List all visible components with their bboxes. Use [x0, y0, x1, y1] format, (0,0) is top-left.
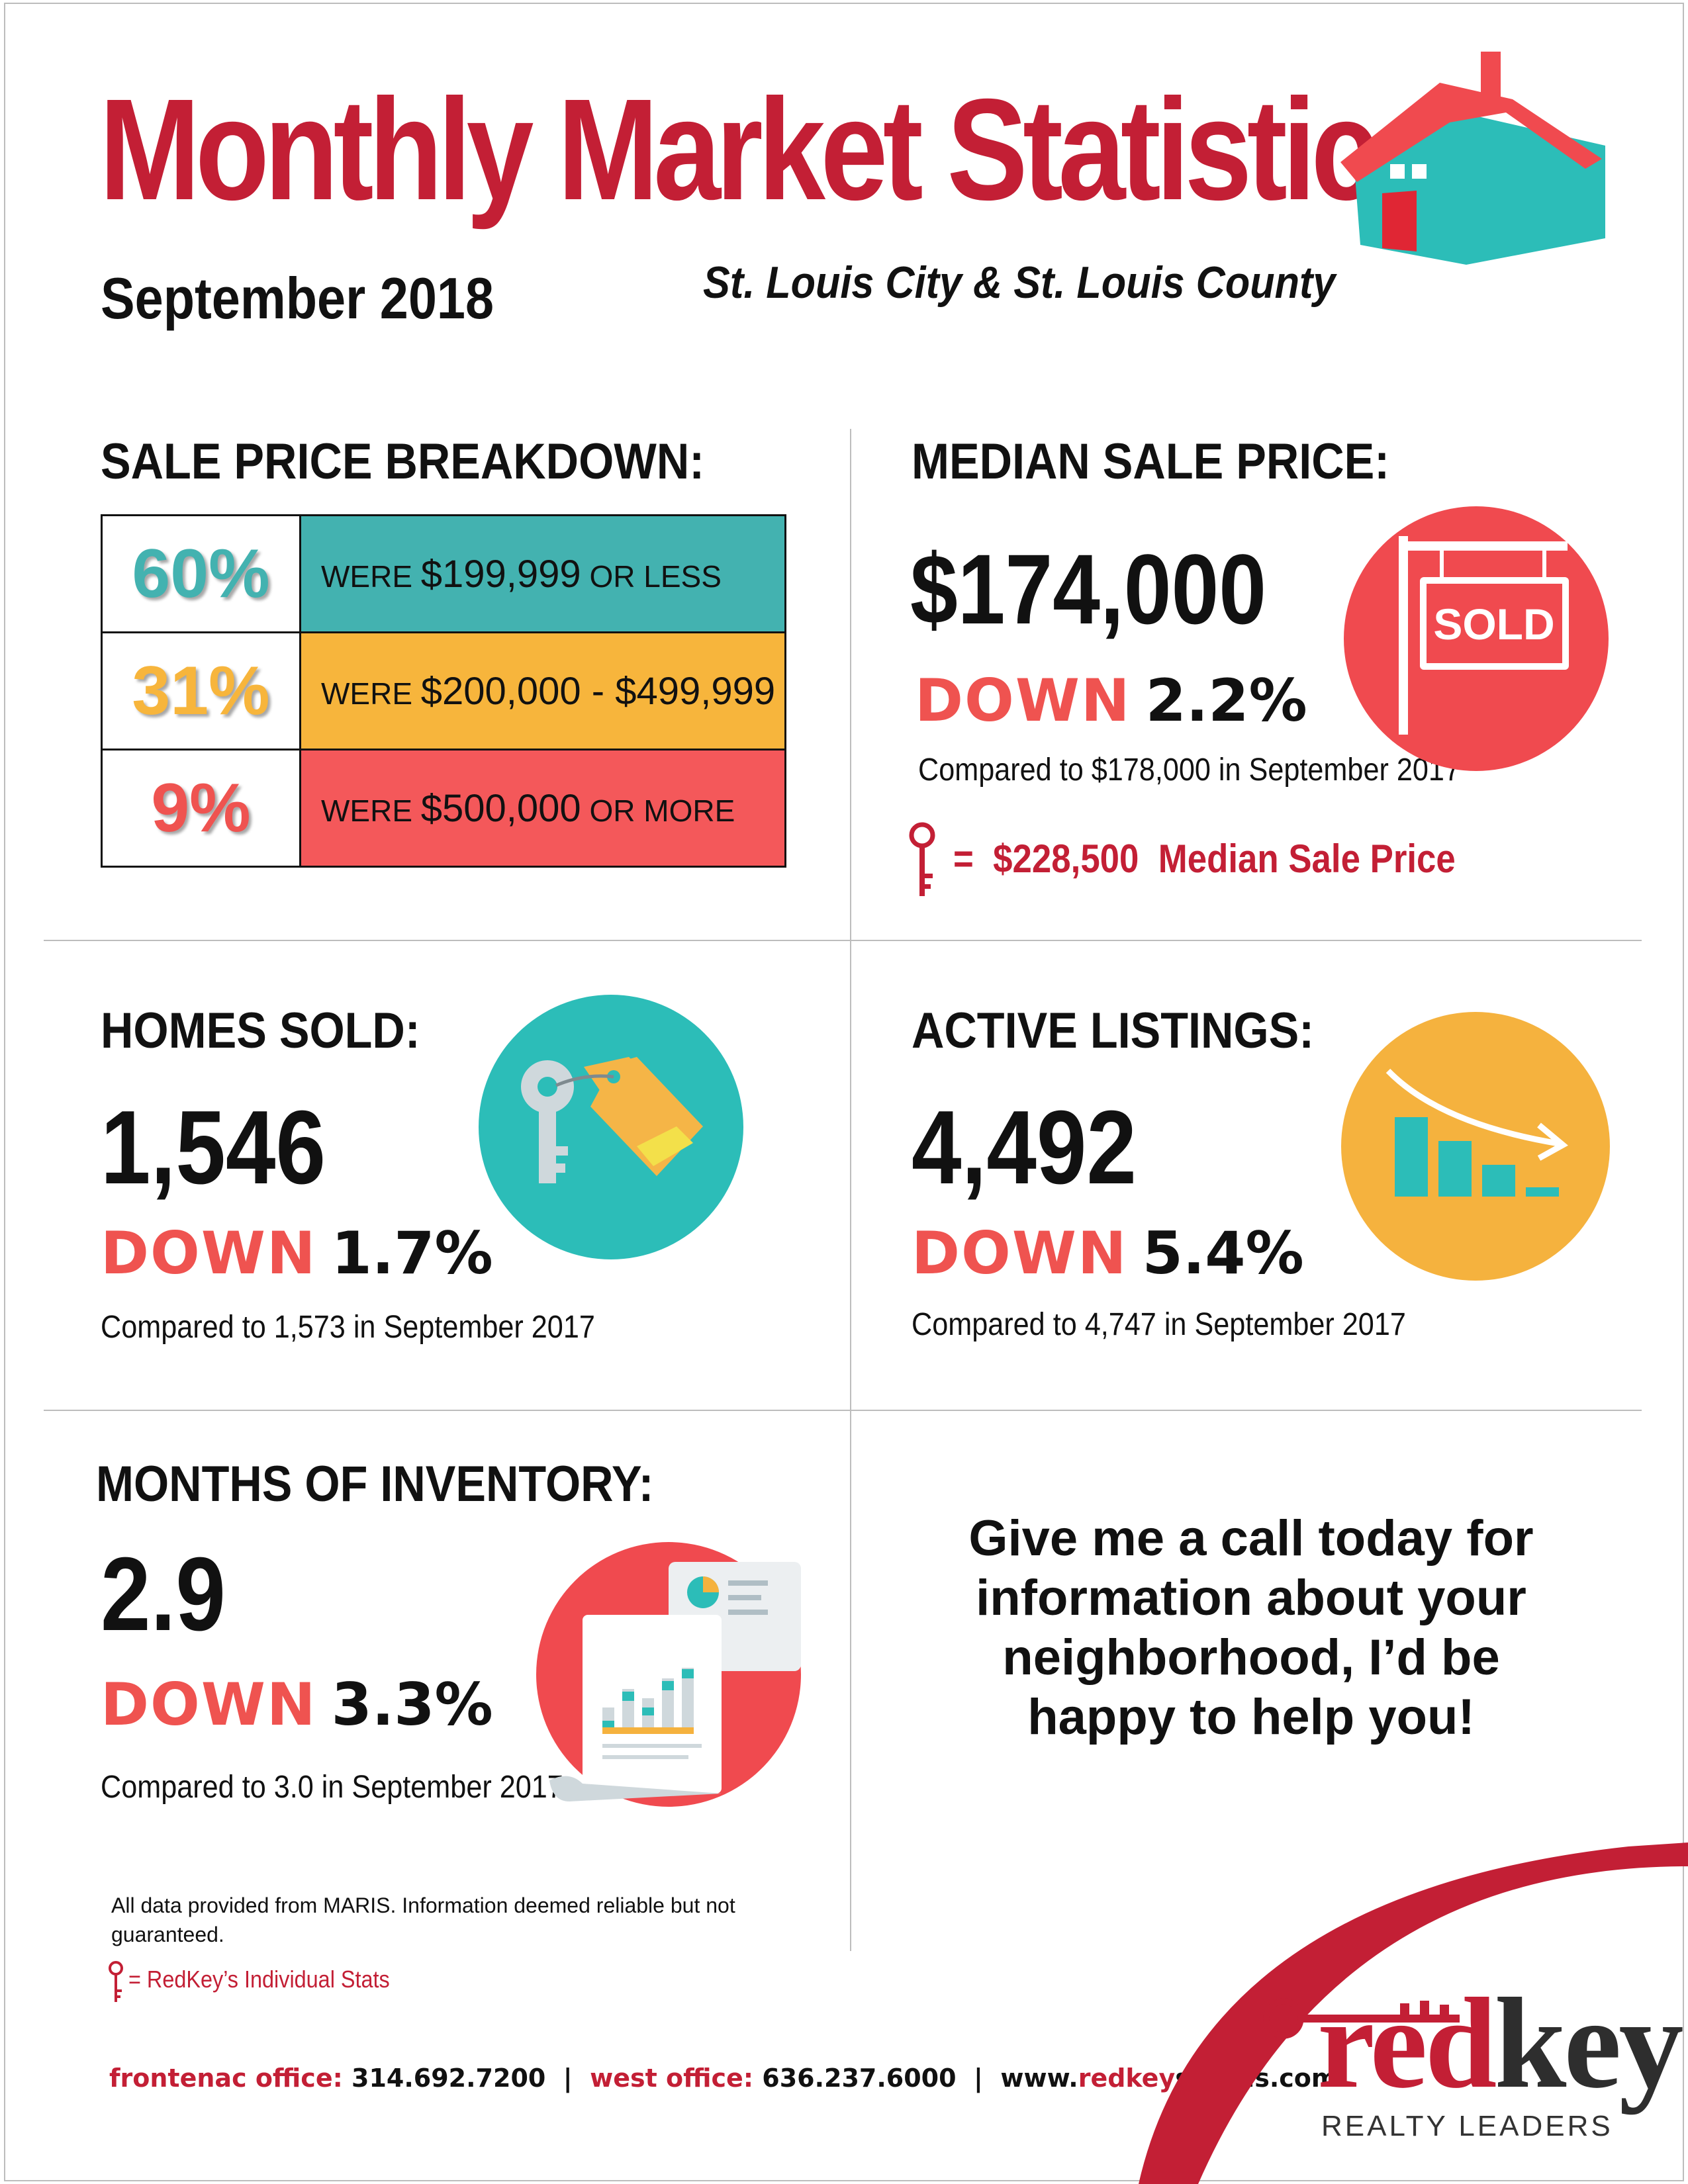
- homes-sold-change: DOWN 1.7%: [101, 1219, 493, 1287]
- office1-phone[interactable]: 314.692.7200: [352, 2064, 546, 2093]
- breakdown-table: 60% WERE $199,999 OR LESS 31% WERE $200,…: [101, 514, 786, 868]
- active-listings-value: 4,492: [912, 1089, 1137, 1206]
- breakdown-range: WERE $500,000 OR MORE: [299, 749, 786, 868]
- key-icon: [909, 822, 935, 896]
- active-listings-heading: ACTIVE LISTINGS:: [912, 1003, 1315, 1059]
- inventory-value: 2.9: [101, 1536, 226, 1653]
- sign-text: SOLD: [1433, 600, 1554, 649]
- report-document-icon: [536, 1542, 801, 1807]
- breakdown-percent: 60%: [101, 514, 301, 633]
- active-listings-change: DOWN 5.4%: [912, 1219, 1304, 1287]
- median-value: $174,000: [910, 533, 1267, 645]
- cta-line: neighborhood, I’d be: [1002, 1629, 1500, 1686]
- key-median-line: = $228,500 Median Sale Price: [953, 837, 1456, 881]
- house-icon: [1340, 52, 1605, 265]
- cta-line: happy to help you!: [1027, 1689, 1475, 1745]
- homes-sold-value: 1,546: [101, 1089, 326, 1206]
- breakdown-row: 31% WERE $200,000 - $499,999: [101, 631, 786, 751]
- page-frame: [4, 3, 1684, 2181]
- inventory-change: DOWN 3.3%: [101, 1670, 493, 1739]
- office2-label: west office:: [590, 2064, 754, 2093]
- sold-sign-icon: SOLD: [1344, 506, 1609, 771]
- inventory-heading: MONTHS OF INVENTORY:: [96, 1456, 654, 1512]
- cta-line: information about your: [976, 1570, 1526, 1626]
- declining-bars-icon: [1341, 1012, 1610, 1281]
- report-date: September 2018: [101, 265, 494, 331]
- column-divider: [850, 429, 851, 1951]
- homes-sold-comparison: Compared to 1,573 in September 2017: [101, 1310, 595, 1345]
- breakdown-percent: 31%: [101, 631, 301, 751]
- row-divider-1: [44, 940, 1642, 941]
- page-title: Monthly Market Statistics: [99, 69, 1441, 230]
- redkey-logo: redkey: [1317, 1972, 1683, 2115]
- region-subtitle: St. Louis City & St. Louis County: [703, 257, 1336, 308]
- breakdown-range: WERE $200,000 - $499,999: [299, 631, 786, 751]
- logo-key-icon: [1263, 1998, 1460, 2039]
- median-heading: MEDIAN SALE PRICE:: [912, 433, 1390, 490]
- key-legend-text: = RedKey’s Individual Stats: [128, 1966, 390, 1993]
- office2-phone[interactable]: 636.237.6000: [762, 2064, 957, 2093]
- inventory-comparison: Compared to 3.0 in September 2017: [101, 1770, 563, 1805]
- key-tag-icon: [479, 995, 743, 1259]
- call-to-action: Give me a call today for information abo…: [894, 1509, 1609, 1747]
- cta-line: Give me a call today for: [968, 1510, 1534, 1567]
- breakdown-range: WERE $199,999 OR LESS: [299, 514, 786, 633]
- breakdown-row: 9% WERE $500,000 OR MORE: [101, 749, 786, 868]
- breakdown-heading: SALE PRICE BREAKDOWN:: [101, 433, 705, 490]
- median-comparison: Compared to $178,000 in September 2017: [918, 752, 1460, 788]
- median-change: DOWN 2.2%: [915, 666, 1307, 735]
- breakdown-row: 60% WERE $199,999 OR LESS: [101, 514, 786, 633]
- breakdown-percent: 9%: [101, 749, 301, 868]
- office1-label: frontenac office:: [109, 2064, 343, 2093]
- logo-subtitle: REALTY LEADERS: [1321, 2110, 1613, 2142]
- row-divider-2: [44, 1410, 1642, 1411]
- active-listings-comparison: Compared to 4,747 in September 2017: [912, 1307, 1406, 1342]
- corner-swoosh: [1139, 1843, 1688, 2184]
- key-legend-icon: [109, 1961, 123, 2002]
- homes-sold-heading: HOMES SOLD:: [101, 1003, 420, 1059]
- data-disclaimer: All data provided from MARIS. Informatio…: [111, 1893, 735, 1946]
